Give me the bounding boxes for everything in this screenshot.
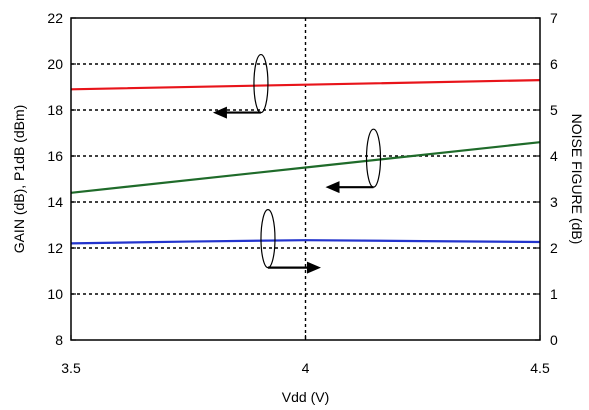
y-left-tick-label: 8 <box>55 332 63 348</box>
y-left-tick-label: 12 <box>47 240 63 256</box>
y-right-tick-label: 5 <box>550 102 558 118</box>
y-left-tick-label: 20 <box>47 56 63 72</box>
series-line-1 <box>70 141 541 194</box>
y-axis-right-title: NOISE FIGURE (dB) <box>569 114 585 245</box>
y-left-tick-label: 14 <box>47 194 63 210</box>
annotations-group <box>212 53 382 274</box>
annotation-arrowhead <box>212 106 227 119</box>
grid <box>71 18 540 340</box>
y-right-tick-label: 3 <box>550 194 558 210</box>
y-right-tick-label: 1 <box>550 286 558 302</box>
x-tick-label: 3.5 <box>61 360 81 376</box>
series-group <box>70 79 541 245</box>
y-right-tick-label: 2 <box>550 240 558 256</box>
y-left-tick-label: 18 <box>47 102 63 118</box>
y-right-tick-label: 4 <box>550 148 558 164</box>
y-right-tick-label: 0 <box>550 332 558 348</box>
x-tick-label: 4 <box>302 360 310 376</box>
x-axis-title: Vdd (V) <box>282 389 329 405</box>
series-line-0 <box>70 79 541 91</box>
y-axis-left-title: GAIN (dB), P1dB (dBm) <box>11 105 27 254</box>
annotation-arrowhead <box>325 181 340 194</box>
y-right-tick-label: 6 <box>550 56 558 72</box>
series-line-2 <box>70 239 541 245</box>
y-left-tick-label: 16 <box>47 148 63 164</box>
y-left-tick-label: 10 <box>47 286 63 302</box>
annotation-arrowhead <box>306 261 321 274</box>
plot-background <box>71 18 540 340</box>
y-left-tick-label: 22 <box>47 10 63 26</box>
y-right-tick-label: 7 <box>550 10 558 26</box>
x-tick-label: 4.5 <box>530 360 550 376</box>
